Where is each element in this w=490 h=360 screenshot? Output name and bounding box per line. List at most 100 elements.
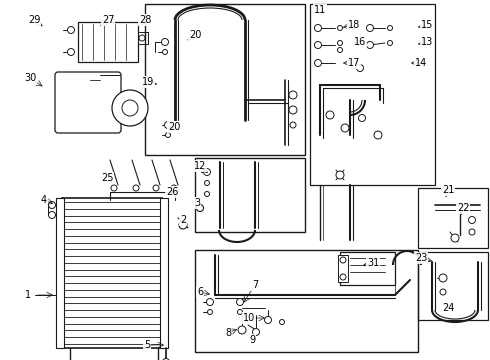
- Circle shape: [139, 35, 145, 41]
- Circle shape: [111, 185, 117, 191]
- Circle shape: [326, 111, 334, 119]
- Text: 12: 12: [194, 161, 206, 171]
- Circle shape: [206, 298, 214, 306]
- Circle shape: [265, 316, 271, 324]
- Text: 6: 6: [197, 287, 203, 297]
- Circle shape: [68, 27, 74, 33]
- Text: 24: 24: [442, 303, 454, 313]
- Circle shape: [315, 59, 321, 67]
- Text: 29: 29: [28, 15, 40, 25]
- Bar: [418, 188, 488, 248]
- Text: 22: 22: [457, 203, 469, 213]
- Circle shape: [179, 221, 187, 229]
- Circle shape: [238, 326, 246, 334]
- Circle shape: [207, 310, 213, 315]
- Circle shape: [166, 132, 171, 138]
- Text: 1: 1: [25, 290, 31, 300]
- Circle shape: [122, 100, 138, 116]
- Text: 14: 14: [415, 58, 427, 68]
- Text: 25: 25: [101, 173, 113, 183]
- Text: 28: 28: [139, 15, 151, 25]
- Text: 23: 23: [415, 253, 427, 263]
- Circle shape: [153, 185, 159, 191]
- Circle shape: [340, 257, 346, 263]
- Text: 5: 5: [144, 340, 150, 350]
- Text: 7: 7: [252, 280, 258, 290]
- Text: 21: 21: [442, 185, 454, 195]
- Text: 30: 30: [24, 73, 36, 83]
- Text: 16: 16: [354, 37, 366, 47]
- Circle shape: [165, 122, 172, 129]
- Bar: [145, 4, 305, 155]
- Text: 27: 27: [102, 15, 114, 25]
- Bar: [78, 22, 138, 62]
- Circle shape: [252, 328, 260, 336]
- Circle shape: [338, 26, 343, 31]
- Text: 20: 20: [168, 122, 180, 132]
- Circle shape: [289, 91, 297, 99]
- Circle shape: [49, 212, 55, 219]
- Text: 17: 17: [348, 58, 360, 68]
- FancyBboxPatch shape: [55, 72, 121, 133]
- Circle shape: [112, 90, 148, 126]
- Text: 3: 3: [194, 198, 200, 208]
- Bar: [338, 255, 348, 282]
- Text: 15: 15: [421, 20, 433, 30]
- Circle shape: [163, 359, 170, 360]
- Circle shape: [238, 310, 243, 315]
- Bar: [310, 4, 435, 185]
- Bar: [62, 198, 162, 348]
- Circle shape: [338, 41, 343, 45]
- Circle shape: [204, 192, 210, 197]
- Circle shape: [469, 229, 475, 235]
- Circle shape: [367, 41, 373, 49]
- Circle shape: [374, 131, 382, 139]
- Text: 20: 20: [189, 30, 201, 40]
- Circle shape: [468, 216, 475, 224]
- Circle shape: [439, 274, 447, 282]
- Circle shape: [357, 64, 364, 72]
- Text: 8: 8: [225, 328, 231, 338]
- Bar: [340, 252, 395, 285]
- Circle shape: [204, 180, 210, 185]
- Circle shape: [279, 320, 285, 324]
- Text: 9: 9: [249, 335, 255, 345]
- Text: 26: 26: [166, 187, 178, 197]
- Circle shape: [315, 41, 321, 49]
- Bar: [56, 198, 64, 348]
- Circle shape: [341, 124, 349, 132]
- Circle shape: [133, 185, 139, 191]
- Circle shape: [388, 26, 392, 31]
- Text: 19: 19: [142, 77, 154, 87]
- Circle shape: [367, 24, 373, 32]
- Text: 4: 4: [41, 195, 47, 205]
- Text: 11: 11: [314, 5, 326, 15]
- Circle shape: [440, 289, 446, 295]
- Circle shape: [203, 168, 211, 176]
- Text: 2: 2: [180, 215, 186, 225]
- Circle shape: [338, 48, 343, 53]
- Circle shape: [196, 204, 203, 212]
- Text: 31: 31: [367, 258, 379, 268]
- Bar: [195, 250, 418, 352]
- Circle shape: [289, 106, 297, 114]
- Circle shape: [336, 171, 344, 179]
- Circle shape: [290, 122, 296, 128]
- Circle shape: [388, 41, 392, 45]
- Circle shape: [451, 234, 459, 242]
- Circle shape: [68, 49, 74, 55]
- Bar: [418, 252, 488, 320]
- Bar: [160, 198, 168, 348]
- Bar: [195, 158, 305, 232]
- Circle shape: [315, 24, 321, 32]
- Text: 13: 13: [421, 37, 433, 47]
- Circle shape: [162, 39, 169, 45]
- Circle shape: [49, 202, 55, 208]
- Circle shape: [359, 114, 366, 122]
- Circle shape: [163, 50, 168, 54]
- Text: 10: 10: [243, 313, 255, 323]
- Circle shape: [171, 185, 177, 191]
- Text: 18: 18: [348, 20, 360, 30]
- Circle shape: [340, 274, 346, 280]
- Circle shape: [237, 298, 244, 306]
